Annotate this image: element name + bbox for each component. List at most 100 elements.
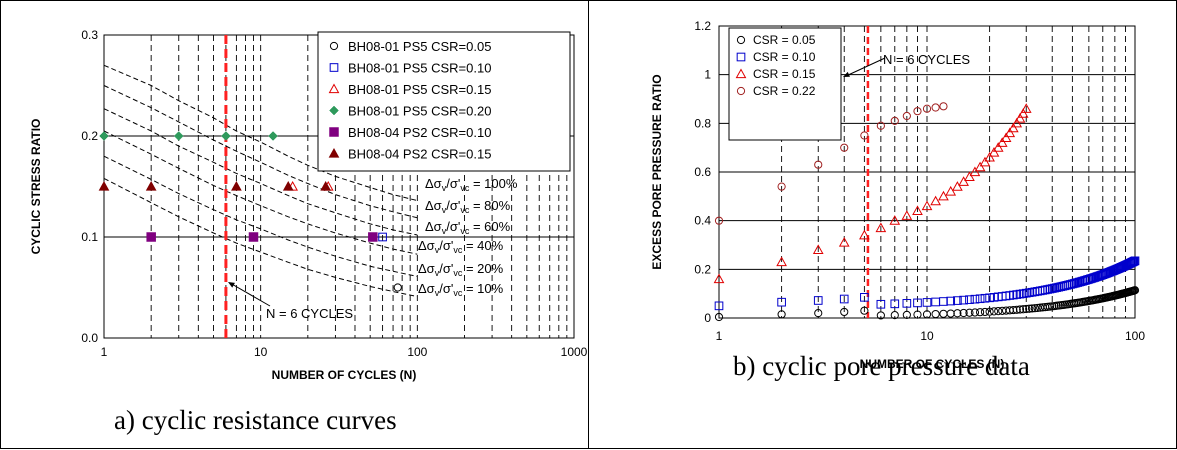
panel-a-curve-label-part: vc xyxy=(460,183,470,193)
panel-a-curve-label-part: Δσ xyxy=(418,238,435,253)
panel-b-point-s0 xyxy=(985,307,994,316)
panel-a-point-s0-shape xyxy=(393,283,402,292)
panel-b-point-s3-shape xyxy=(714,216,724,225)
panel-b-point-s0 xyxy=(913,310,922,319)
panel-a-curve-label-1: Δσv/σ'vc = 80% xyxy=(425,198,511,215)
panel-b-xtick-label: 1 xyxy=(716,329,723,343)
panel-b-point-s3-shape xyxy=(931,103,940,112)
panel-a-point-s5-shape xyxy=(320,180,332,191)
panel-a-annotation-label: N = 6 CYCLES xyxy=(266,306,353,321)
panel-b-point-s0 xyxy=(939,309,948,318)
panel-b-point-s0-shape xyxy=(959,308,968,318)
panel-b-point-s3-shape xyxy=(814,160,823,169)
panel-b-point-s2-shape xyxy=(1004,127,1016,138)
panel-a-curve-label-part: v xyxy=(442,205,447,215)
panel-a-point-s3-shape xyxy=(173,131,184,141)
panel-b-legend-marker-1-shape xyxy=(736,52,746,62)
panel-a-ytick-label: 0.2 xyxy=(81,129,98,143)
panel-a-legend-label-1: BH08-01 PS5 CSR=0.10 xyxy=(348,61,491,76)
panel-b-point-s1-shape xyxy=(980,293,990,303)
panel-b-point-s1 xyxy=(970,294,980,304)
panel-b-point-s0 xyxy=(965,308,974,317)
panel-b-point-s1-shape xyxy=(813,296,823,305)
panel-b-annotation-arrow xyxy=(845,57,886,77)
panel-a-legend-label-0: BH08-01 PS5 CSR=0.05 xyxy=(348,39,491,54)
panel-a-curve-label-part: v xyxy=(442,183,447,193)
panel-b-point-s0-shape xyxy=(1130,286,1140,295)
panel-b-point-s2-shape xyxy=(1000,132,1012,143)
panel-a-xtick-label: 10 xyxy=(254,345,268,359)
panel-a-annotation-arrow xyxy=(229,282,271,307)
panel-b-ytick-label: 1 xyxy=(704,68,711,82)
panel-b-point-s1 xyxy=(813,296,823,305)
panel-a-curve-label-part: /σ' xyxy=(439,238,453,253)
panel-b-point-s2 xyxy=(996,137,1008,147)
panel-b-point-s3 xyxy=(939,102,948,111)
panel-b-ytick-label: 0.4 xyxy=(694,214,711,228)
panel-b-point-s0 xyxy=(1015,305,1025,314)
panel-b-point-s2 xyxy=(958,176,969,186)
panel-b-point-s2 xyxy=(969,166,981,177)
panel-b-point-s0 xyxy=(946,309,955,318)
panel-b-point-s2 xyxy=(912,205,923,216)
panel-b-point-s0 xyxy=(1030,304,1039,313)
panel-b-point-s2-shape xyxy=(1014,112,1026,123)
panel-b-point-s0 xyxy=(890,311,899,320)
panel-b-point-s3-shape xyxy=(777,182,786,191)
panel-b-point-s0 xyxy=(814,309,823,318)
panel-b-point-s2-shape xyxy=(964,171,975,181)
panel-a-legend-marker-5 xyxy=(328,147,340,158)
panel-b-point-s1 xyxy=(890,299,900,309)
panel-b-point-s1 xyxy=(876,299,886,309)
panel-b-legend-marker-0-shape xyxy=(736,35,746,45)
panel-b-point-s3 xyxy=(922,104,932,113)
panel-b-point-s0-shape xyxy=(1022,304,1031,314)
panel-b-point-s1 xyxy=(902,299,912,308)
panel-b-point-s1 xyxy=(980,293,990,303)
panel-a-curve-label-5: Δσv/σ'vc = 10% xyxy=(418,281,504,298)
panel-b-point-s2-shape xyxy=(838,237,850,247)
panel-b-point-s1 xyxy=(965,295,974,304)
panel-b-point-s1-shape xyxy=(1130,256,1140,266)
panel-b-point-s1 xyxy=(839,294,849,304)
panel-a-point-s1-shape xyxy=(378,232,387,242)
panel-a-ytick-label: 0.0 xyxy=(81,331,98,345)
panel-b-point-s0 xyxy=(922,310,932,319)
panel-b-point-s2 xyxy=(1020,103,1032,113)
panel-a-point-s5 xyxy=(320,180,332,191)
panel-b-point-s0 xyxy=(777,310,786,319)
panel-b-point-s1-shape xyxy=(913,298,922,308)
panel-b-annotation-arrowhead xyxy=(843,71,850,77)
panel-b-point-s1-shape xyxy=(985,293,994,303)
panel-b-point-s0 xyxy=(1012,305,1021,314)
panel-a-caption: a) cyclic resistance curves xyxy=(114,405,397,435)
panel-b-point-s3 xyxy=(902,111,911,121)
panel-b-point-s0-shape xyxy=(777,310,786,319)
panel-b-point-s1 xyxy=(931,297,940,307)
panel-b-ytick-label: 1.2 xyxy=(694,19,711,33)
panel-a-curve-label-part: v xyxy=(435,245,440,255)
panel-b-point-s1 xyxy=(922,298,932,307)
panel-a-point-s0 xyxy=(393,283,402,292)
panel-b-point-s0-shape xyxy=(989,307,999,316)
panel-b-point-s1-shape xyxy=(922,298,932,307)
panel-b-point-s2-shape xyxy=(930,195,941,206)
panel-a-legend-marker-5-shape xyxy=(328,147,340,158)
panel-b-point-s0-shape xyxy=(1030,304,1039,313)
panel-b-xtick-label: 10 xyxy=(920,329,934,343)
panel-b-legend-label-1: CSR = 0.10 xyxy=(753,50,816,64)
panel-b-point-s1-shape xyxy=(876,299,886,309)
panel-a-legend-marker-2 xyxy=(328,83,340,94)
panel-a-point-s5 xyxy=(145,180,157,191)
panel-b-point-s2 xyxy=(992,142,1004,152)
panel-b-ytick-label: 0.6 xyxy=(694,165,711,179)
panel-a-curve-label-part: Δσ xyxy=(418,281,435,296)
panel-a-curve-label-part: Δσ xyxy=(425,176,442,191)
panel-b-point-s3 xyxy=(840,143,849,152)
panel-a-point-s3 xyxy=(268,131,278,141)
panel-b-point-s0 xyxy=(1033,303,1042,313)
panel-b-point-s0-shape xyxy=(939,309,948,318)
panel-a-curve-0 xyxy=(103,64,418,202)
panel-b-point-s0 xyxy=(989,307,999,316)
panel-a-curve-label-part: = 100% xyxy=(469,176,518,191)
